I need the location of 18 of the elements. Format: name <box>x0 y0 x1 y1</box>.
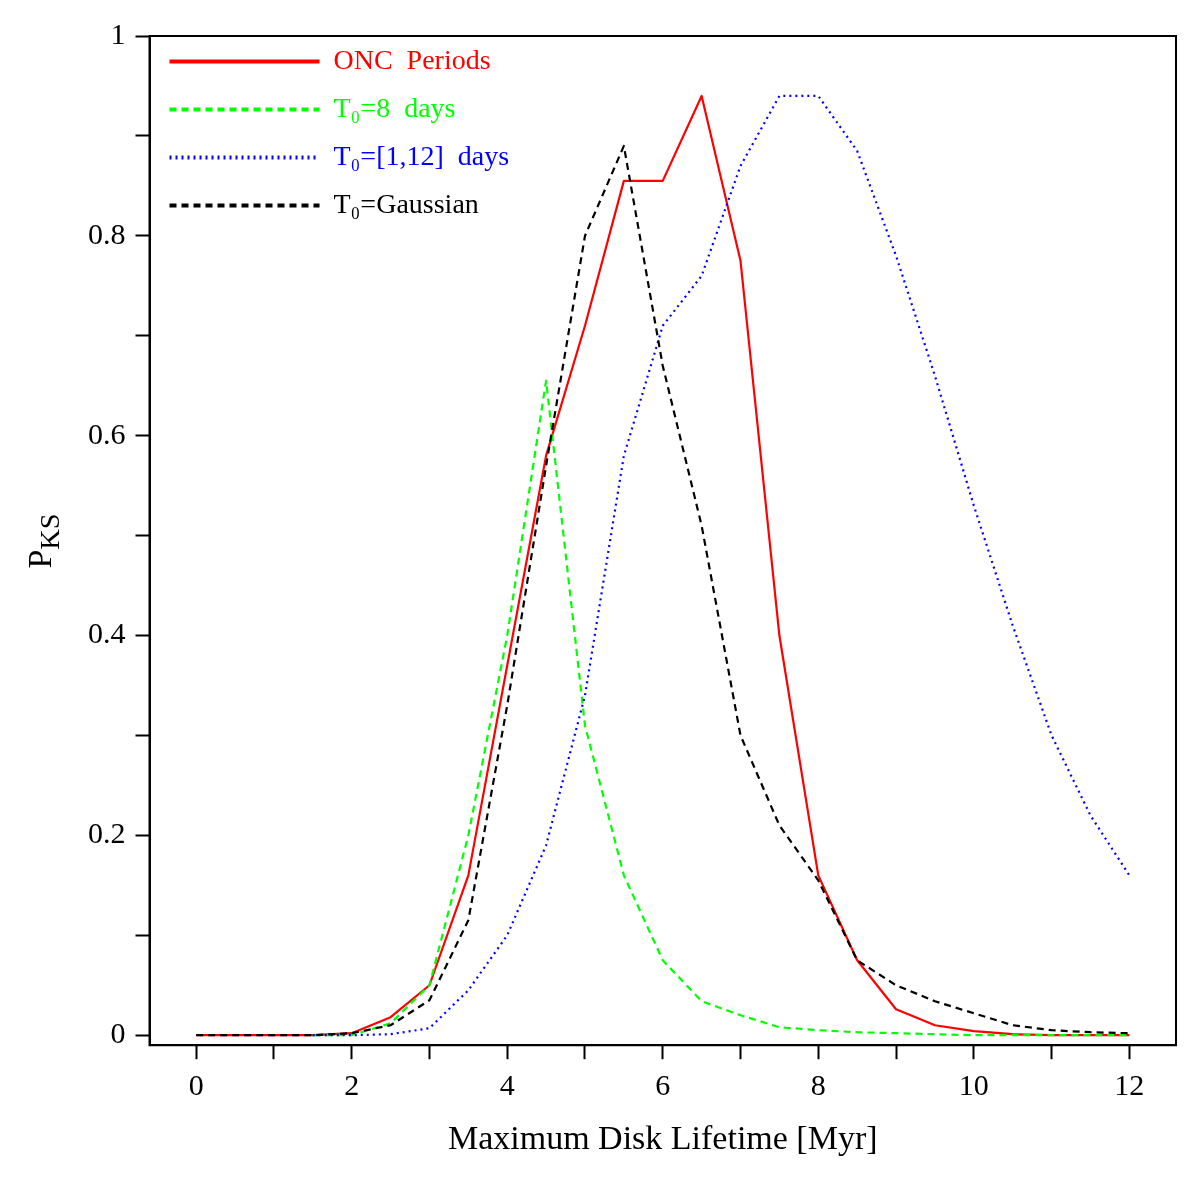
text: T₀=Gaussian <box>333 187 479 219</box>
y-tick-label: 0 <box>110 1016 126 1050</box>
y-tick-label: 0.8 <box>88 216 126 250</box>
x-tick-label: 2 <box>344 1068 360 1102</box>
text: T₀=[1,12] days <box>333 139 510 171</box>
x-tick-label: 8 <box>810 1068 826 1102</box>
x-tick-label: 0 <box>188 1068 204 1102</box>
text: T₀=8 days <box>333 91 456 123</box>
y-tick-label: 0.4 <box>88 616 126 650</box>
x-tick-label: 12 <box>1114 1068 1145 1102</box>
y-tick-label: 0.2 <box>88 816 126 850</box>
x-tick-label: 4 <box>499 1068 515 1102</box>
text: ONC Periods <box>333 43 491 75</box>
x-tick-label: 10 <box>958 1068 989 1102</box>
x-axis-title: Maximum Disk Lifetime [Myr] <box>447 1118 878 1156</box>
y-tick-label: 1 <box>110 16 126 50</box>
y-tick-label: 0.6 <box>88 416 126 450</box>
x-tick-label: 6 <box>655 1068 671 1102</box>
